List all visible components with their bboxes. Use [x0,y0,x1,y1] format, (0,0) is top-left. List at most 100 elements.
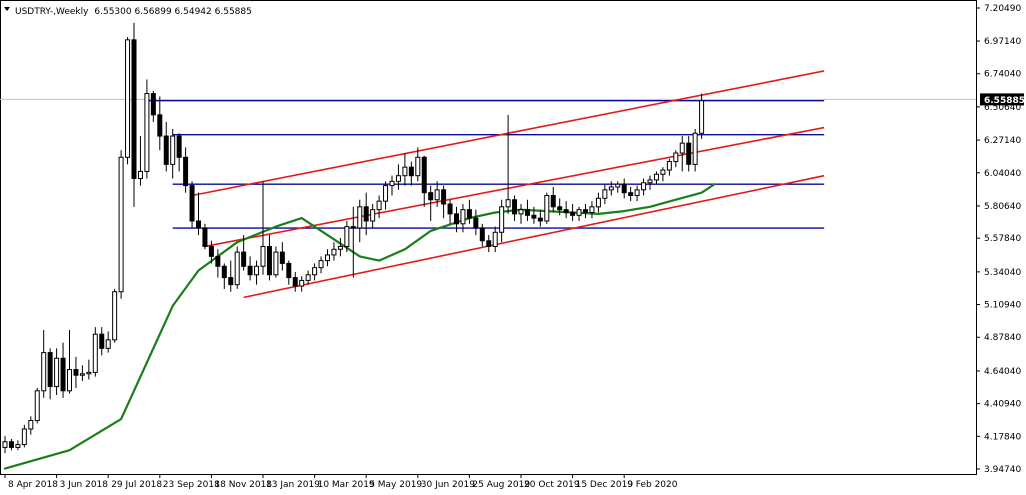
candle-body-bullish [499,206,505,233]
candle [2,436,8,454]
candle-body-bearish [221,265,227,279]
candle [466,199,472,224]
candle [602,184,608,204]
x-tick-label: 5 May 2019 [369,480,422,490]
y-tick-label: 5.80640 [984,202,1021,212]
candle [331,242,337,261]
candle-body-bearish [621,183,627,194]
candle [215,249,221,278]
channel-trend-line[interactable] [204,126,825,248]
candle-body-bullish [92,333,98,373]
dropdown-triangle-icon[interactable] [4,7,10,11]
candle [144,79,150,179]
candle-body-bearish [176,135,182,158]
channel-trend-line[interactable] [243,174,825,299]
candle-body-bullish [544,194,550,222]
candle-body-bearish [454,213,459,225]
candle [512,195,518,221]
candle-body-bearish [286,262,292,279]
candle-body-bullish [389,180,395,187]
candle-body-bearish [279,251,285,264]
candle [415,147,421,182]
candle-body-bullish [41,352,47,392]
candle [454,206,459,233]
candle [421,155,427,207]
candle [189,181,195,229]
candle [531,206,537,224]
candle [653,171,659,185]
candle-body-bullish [318,260,324,269]
candle-body-bullish [170,135,176,165]
candle-body-bearish [202,227,208,247]
candle-body-bullish [67,369,72,392]
candle-body-bearish [196,220,201,229]
candle-body-bullish [647,179,653,184]
y-tick-label: 6.04040 [984,169,1021,179]
candle [299,276,305,292]
y-tick-label: 4.17840 [984,432,1021,442]
candle [183,147,189,193]
x-tick-label: 13 Jan 2019 [266,480,320,490]
current-price-label: 6.55885 [984,96,1025,106]
candle-body-bullish [402,166,408,177]
candle-body-bullish [144,93,150,172]
candle-body-bearish [189,185,195,222]
y-tick-label: 6.74040 [984,70,1021,80]
candle-body-bearish [563,209,569,213]
candle [34,387,40,424]
candle-body-bullish [634,189,640,196]
candle-body-bearish [99,333,105,349]
candle [163,121,169,172]
candle-body-bullish [105,339,111,349]
candles-layer [2,22,705,454]
candle-body-bullish [260,245,266,267]
x-tick-label: 20 Oct 2019 [524,480,580,490]
x-axis: 8 Apr 2018 3 Jun 2018 29 Jul 2018 23 Sep 20… [4,474,678,490]
candle-body-bullish [608,186,614,191]
candle-body-bullish [337,245,343,250]
y-tick-label: 5.57840 [984,234,1021,244]
candle [247,256,253,281]
y-tick-label: 3.94740 [984,465,1021,475]
candle-body-bullish [602,189,608,199]
candle-body-bearish [537,217,543,222]
candle-body-bullish [589,206,595,213]
candle [260,181,266,275]
candle [402,153,408,186]
chart-header: USDTRY-,Weekly 6.55300 6.56899 6.54942 6… [4,7,252,17]
symbol-label: USDTRY-,Weekly [15,7,89,17]
candle-body-bearish [441,189,447,205]
candle [621,178,627,199]
candle [460,203,466,233]
candle-body-bearish [157,114,163,137]
x-tick-label: 3 Jun 2018 [60,480,109,490]
candle [505,114,511,214]
candle-body-bearish [247,265,253,276]
candle [86,359,92,380]
candle-body-bullish [383,185,389,202]
ohlc-label: 6.55300 6.56899 6.54942 6.55885 [94,7,251,17]
candle [196,192,201,236]
x-tick-label: 9 Feb 2020 [627,480,678,490]
moving-average-line [3,183,716,470]
candle [150,90,156,122]
candle [118,150,124,299]
candle-body-bearish [570,211,576,216]
candle-body-bearish [421,156,427,194]
candle [370,203,376,229]
candle [589,201,595,219]
candle-body-bearish [266,245,272,276]
x-tick-label: 23 Sep 2018 [163,480,220,490]
candle [28,416,34,435]
candle-body-bearish [479,227,485,242]
candle-body-bullish [299,279,305,287]
y-axis: 7.20490 6.97140 6.74040 6.50640 6.27140 6.040… [976,4,1021,475]
moving-average-layer [3,183,716,470]
x-tick-label: 15 Dec 2019 [576,480,634,490]
candle [125,36,131,165]
x-tick-label: 25 Aug 2019 [472,480,530,490]
candle [608,181,614,196]
candle [41,329,47,398]
